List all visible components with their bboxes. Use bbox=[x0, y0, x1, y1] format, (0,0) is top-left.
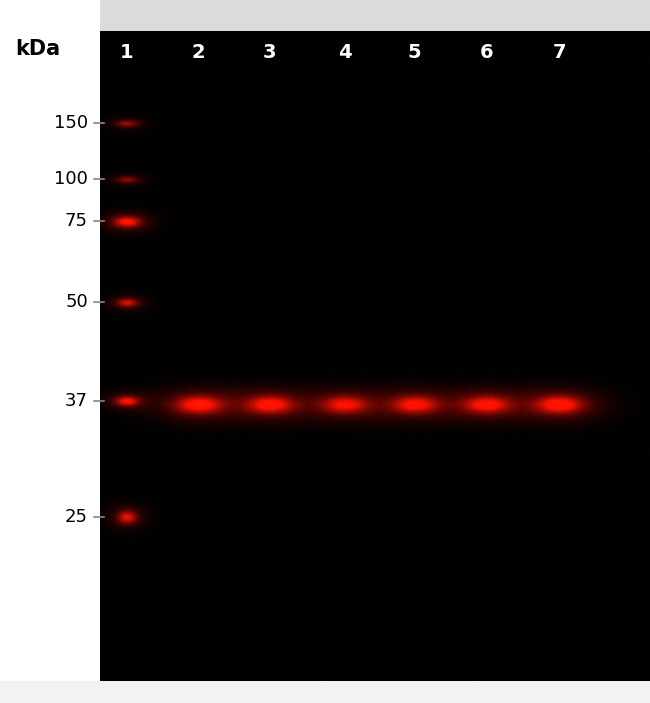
Text: 1: 1 bbox=[120, 44, 133, 63]
Text: 25: 25 bbox=[65, 508, 88, 526]
Text: 7: 7 bbox=[552, 44, 566, 63]
Text: 150: 150 bbox=[54, 114, 88, 132]
Text: 37: 37 bbox=[65, 392, 88, 410]
Text: 6: 6 bbox=[480, 44, 493, 63]
Text: 5: 5 bbox=[408, 44, 421, 63]
Text: 50: 50 bbox=[65, 293, 88, 311]
Text: 4: 4 bbox=[338, 44, 351, 63]
Text: 3: 3 bbox=[263, 44, 276, 63]
Text: 75: 75 bbox=[65, 212, 88, 231]
Text: 100: 100 bbox=[54, 170, 88, 188]
Text: 2: 2 bbox=[192, 44, 205, 63]
Text: kDa: kDa bbox=[16, 39, 60, 59]
